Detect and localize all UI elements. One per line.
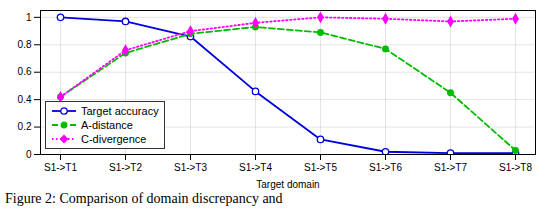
svg-text:0.2: 0.2 [18, 121, 32, 132]
svg-text:S1->T8: S1->T8 [499, 162, 533, 173]
svg-text:0.6: 0.6 [18, 66, 32, 77]
svg-text:S1->T4: S1->T4 [239, 162, 273, 173]
svg-text:0.8: 0.8 [18, 39, 32, 50]
svg-text:S1->T2: S1->T2 [109, 162, 143, 173]
html-text:Target accuracy: Target accuracy [81, 105, 159, 117]
html-text:Figure 2: Comparison of domain: Figure 2: Comparison of domain discrepan… [5, 191, 283, 206]
svg-text:S1->T6: S1->T6 [369, 162, 403, 173]
svg-text:S1->T3: S1->T3 [174, 162, 208, 173]
html-text:C-divergence: C-divergence [81, 133, 147, 145]
html-text:A-distance: A-distance [81, 119, 133, 131]
svg-text:S1->T1: S1->T1 [44, 162, 78, 173]
svg-text:S1->T5: S1->T5 [304, 162, 338, 173]
svg-text:0.4: 0.4 [18, 94, 32, 105]
svg-text:1: 1 [26, 12, 32, 23]
svg-text:S1->T7: S1->T7 [434, 162, 468, 173]
svg-text:0: 0 [26, 149, 32, 160]
svg-text:Target domain: Target domain [256, 179, 319, 190]
